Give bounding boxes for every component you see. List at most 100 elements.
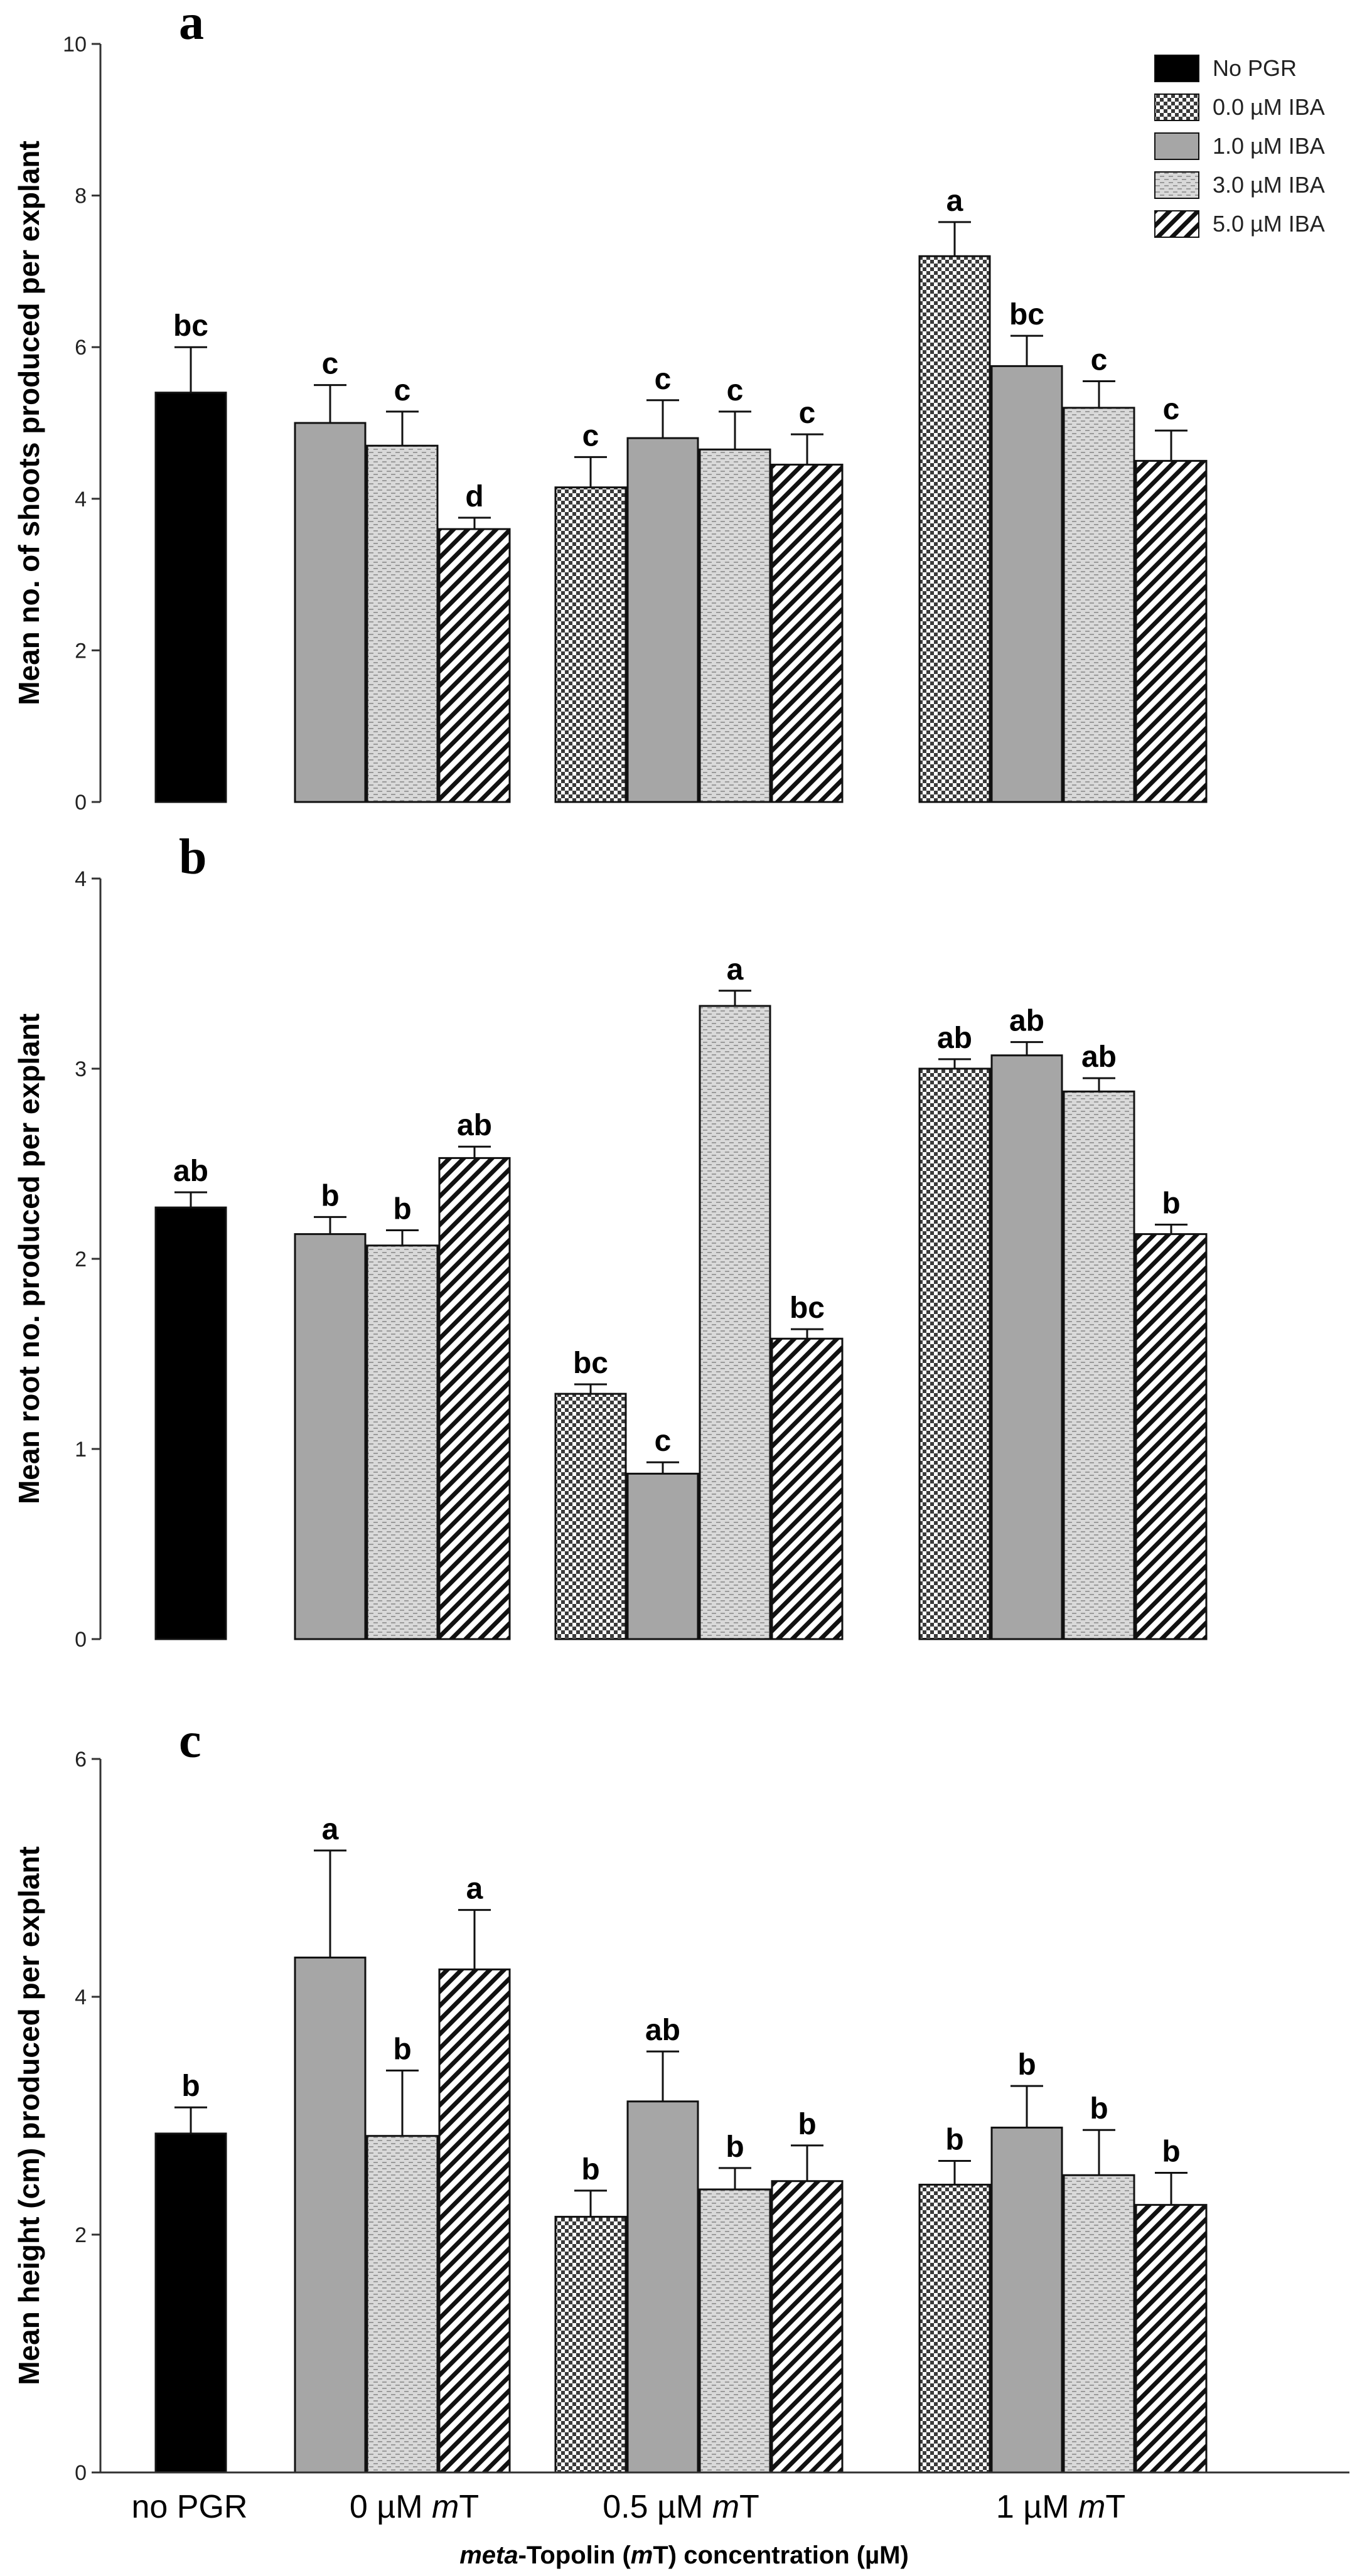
significance-label: c <box>394 374 411 407</box>
bar <box>699 2188 771 2474</box>
significance-label: ab <box>937 1022 972 1055</box>
significance-label: d <box>465 480 483 513</box>
legend-swatch <box>1154 171 1199 199</box>
legend: No PGR 0.0 µM IBA 1.0 µM IBA 3.0 µM IBA 5.0 … <box>1154 55 1325 238</box>
significance-label: b <box>726 2130 744 2164</box>
significance-label: b <box>581 2153 599 2186</box>
y-tick-label: 4 <box>75 867 87 891</box>
bar <box>366 1244 439 1640</box>
panel-a: 0 2 4 6 8 10 Mean no. of shoots produced per e… <box>13 0 1208 815</box>
significance-label: bc <box>173 309 208 343</box>
bar-group: c c c c <box>554 363 844 803</box>
significance-label: b <box>1090 2092 1108 2125</box>
x-tick-label: no PGR <box>132 2489 248 2525</box>
bar <box>990 365 1063 803</box>
bar <box>626 2100 699 2474</box>
bar <box>990 2126 1063 2474</box>
bar <box>1063 407 1135 803</box>
significance-label: b <box>945 2124 963 2157</box>
y-tick-label: 8 <box>75 184 87 208</box>
bar <box>1135 1233 1208 1640</box>
significance-label: b <box>798 2108 816 2141</box>
bar-group: b b ab <box>294 1109 511 1640</box>
bar <box>918 255 991 803</box>
y-tick-label: 0 <box>75 1628 87 1652</box>
y-tick-label: 6 <box>75 336 87 360</box>
bar-group: bc <box>154 309 227 803</box>
bar <box>154 1206 227 1640</box>
x-axis-title: meta-Topolin (mT) concentration (µM) <box>459 2541 909 2569</box>
bar <box>626 1472 699 1640</box>
bar <box>294 1233 367 1640</box>
significance-label: c <box>799 397 816 430</box>
bar <box>699 1005 771 1640</box>
significance-label: b <box>321 1179 339 1212</box>
y-tick-label: 1 <box>75 1438 87 1462</box>
x-tick-label: 0.5 µM mT <box>603 2489 759 2525</box>
significance-label: ab <box>173 1155 208 1188</box>
significance-label: c <box>582 419 599 452</box>
bar <box>1135 459 1208 803</box>
legend-swatch <box>1154 132 1199 160</box>
bar <box>554 1392 627 1640</box>
significance-label: a <box>727 953 744 986</box>
legend-swatch <box>1154 94 1199 121</box>
bar <box>554 486 627 803</box>
legend-label: 1.0 µM IBA <box>1213 133 1325 159</box>
bar <box>438 1157 511 1640</box>
bar-group: a b a <box>294 1813 511 2474</box>
y-tick-label: 3 <box>75 1057 87 1081</box>
bar <box>771 2180 844 2474</box>
significance-label: a <box>466 1873 483 1906</box>
bar-group: ab ab ab b <box>918 1005 1208 1640</box>
y-axis-title: Mean no. of shoots produced per explant <box>13 141 45 705</box>
panel-b: 0 1 2 3 4 Mean root no. produced per explant b… <box>13 830 1208 1652</box>
bar <box>626 437 699 803</box>
bar <box>366 2135 439 2474</box>
bar <box>771 1337 844 1640</box>
y-tick-label: 2 <box>75 1248 87 1271</box>
significance-label: ab <box>457 1109 492 1142</box>
bar <box>918 2183 991 2474</box>
x-tick-label: 1 µM mT <box>996 2489 1125 2525</box>
legend-swatch <box>1154 210 1199 238</box>
y-tick-label: 6 <box>75 1748 87 1772</box>
bar-group: b ab b b <box>554 2014 844 2474</box>
bar <box>294 422 367 803</box>
significance-label: c <box>655 363 672 396</box>
panel-letter: a <box>179 0 204 50</box>
x-tick-label: 0 µM mT <box>350 2489 479 2525</box>
bar <box>438 1968 511 2474</box>
bar <box>1063 1090 1135 1640</box>
significance-label: c <box>727 374 744 407</box>
bar <box>771 463 844 803</box>
bar-group: a bc c c <box>918 184 1208 803</box>
bar <box>154 2132 227 2474</box>
significance-label: bc <box>790 1291 825 1325</box>
significance-label: c <box>655 1424 672 1458</box>
bar-group: c c d <box>294 348 511 803</box>
bar <box>1063 2174 1135 2474</box>
bar-group: b b b b <box>918 2048 1208 2474</box>
significance-label: b <box>393 1193 411 1226</box>
significance-label: b <box>1162 2135 1180 2168</box>
bar <box>294 1956 367 2474</box>
bar <box>699 448 771 803</box>
y-tick-label: 0 <box>75 791 87 815</box>
significance-label: ab <box>1081 1040 1117 1074</box>
bar-group: b <box>154 2070 227 2474</box>
bar <box>1135 2204 1208 2474</box>
bar-group: ab <box>154 1155 227 1640</box>
y-axis-title: Mean root no. produced per explant <box>13 1013 45 1504</box>
legend-label: 3.0 µM IBA <box>1213 172 1325 198</box>
significance-label: b <box>181 2070 200 2103</box>
bar <box>990 1054 1063 1640</box>
panel-letter: c <box>179 1713 201 1768</box>
y-tick-label: 2 <box>75 639 87 663</box>
significance-label: b <box>1017 2048 1036 2082</box>
bar <box>554 2216 627 2474</box>
y-axis-title: Mean height (cm) produced per explant <box>13 1846 45 2385</box>
bar <box>918 1067 991 1640</box>
legend-label: 5.0 µM IBA <box>1213 211 1325 237</box>
